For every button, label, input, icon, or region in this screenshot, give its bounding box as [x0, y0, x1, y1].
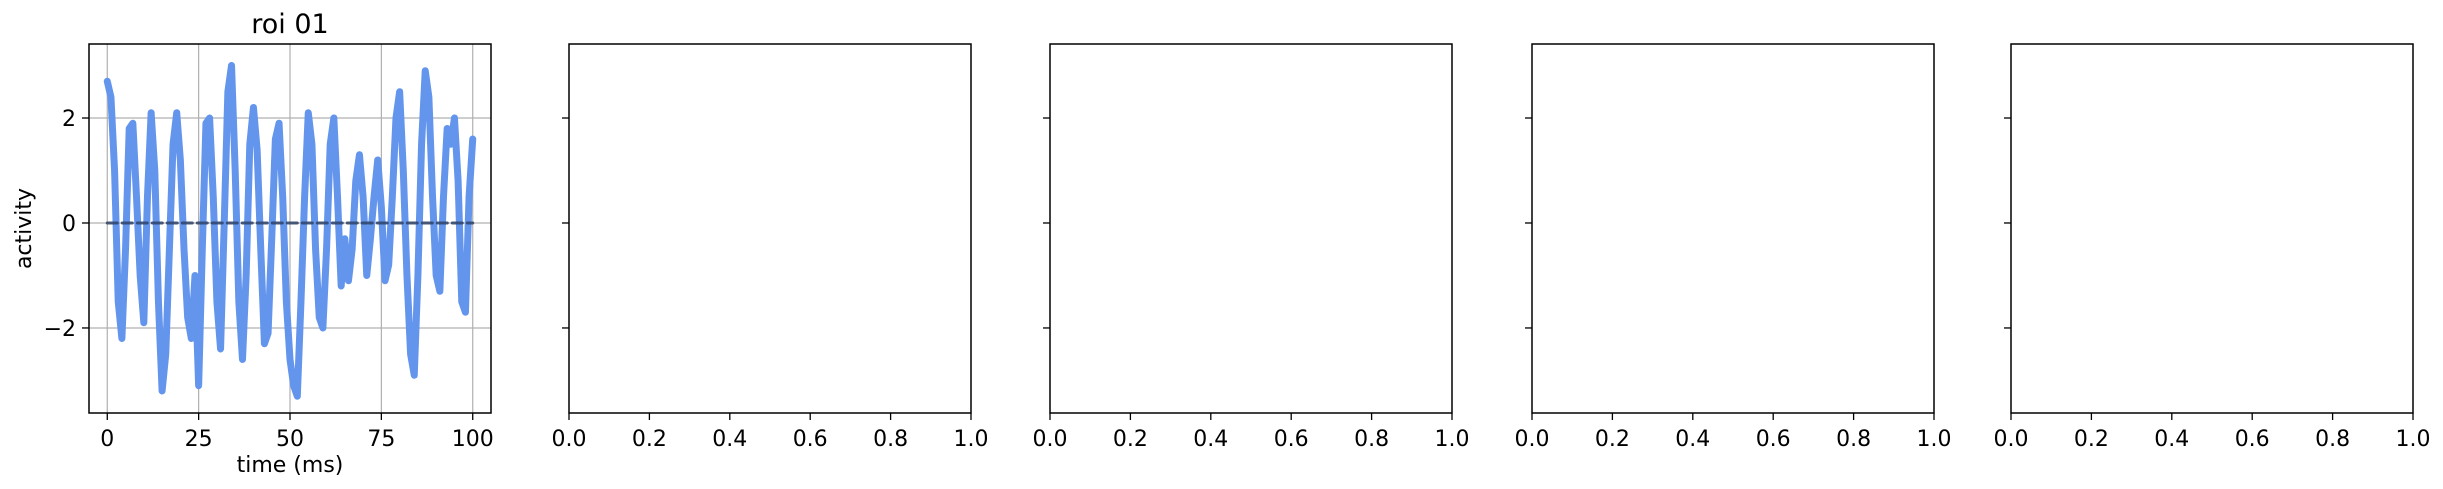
- x-tick-label: 0.2: [632, 427, 667, 452]
- axes-frame: [1531, 43, 1935, 414]
- x-tick-label: 1.0: [1917, 427, 1952, 452]
- line-series: [103, 62, 477, 400]
- x-tick-label: 0.0: [1033, 427, 1068, 452]
- x-tick-label: 0.0: [1515, 427, 1550, 452]
- x-tick-label: 0.8: [873, 427, 908, 452]
- y-tick-label: −2: [44, 317, 76, 342]
- x-tick-label: 0.2: [1113, 427, 1148, 452]
- x-tick-label: 0.2: [1595, 427, 1630, 452]
- axes-frame: [88, 43, 492, 414]
- y-tick-label: 2: [62, 107, 76, 132]
- x-tick-label: 1.0: [1435, 427, 1470, 452]
- x-tick-label: 25: [185, 427, 213, 452]
- x-tick-label: 0.8: [1836, 427, 1871, 452]
- x-tick-label: 1.0: [2396, 427, 2431, 452]
- x-tick-label: 0.0: [552, 427, 587, 452]
- x-tick-label: 0.0: [1994, 427, 2029, 452]
- chart-title: roi 01: [251, 9, 328, 40]
- x-tick-label: 0.6: [1756, 427, 1791, 452]
- x-tick-label: 100: [452, 427, 494, 452]
- x-tick-label: 0.6: [2235, 427, 2270, 452]
- y-tick-label: 0: [62, 212, 76, 237]
- x-tick-label: 0: [100, 427, 114, 452]
- x-axis-label: time (ms): [237, 453, 344, 478]
- x-tick-label: 0.8: [1354, 427, 1389, 452]
- axes-frame: [2010, 43, 2414, 414]
- x-tick-label: 0.4: [712, 427, 747, 452]
- x-tick-label: 75: [367, 427, 395, 452]
- axes-frame: [568, 43, 972, 414]
- x-tick-label: 0.4: [2154, 427, 2189, 452]
- x-tick-label: 50: [276, 427, 304, 452]
- x-tick-label: 0.4: [1193, 427, 1228, 452]
- y-axis-label: activity: [12, 188, 37, 269]
- axes-frame: [1049, 43, 1453, 414]
- x-tick-label: 0.6: [793, 427, 828, 452]
- x-tick-label: 0.6: [1274, 427, 1309, 452]
- x-tick-label: 0.8: [2315, 427, 2350, 452]
- x-tick-label: 0.4: [1675, 427, 1710, 452]
- x-tick-label: 1.0: [954, 427, 989, 452]
- x-tick-label: 0.2: [2074, 427, 2109, 452]
